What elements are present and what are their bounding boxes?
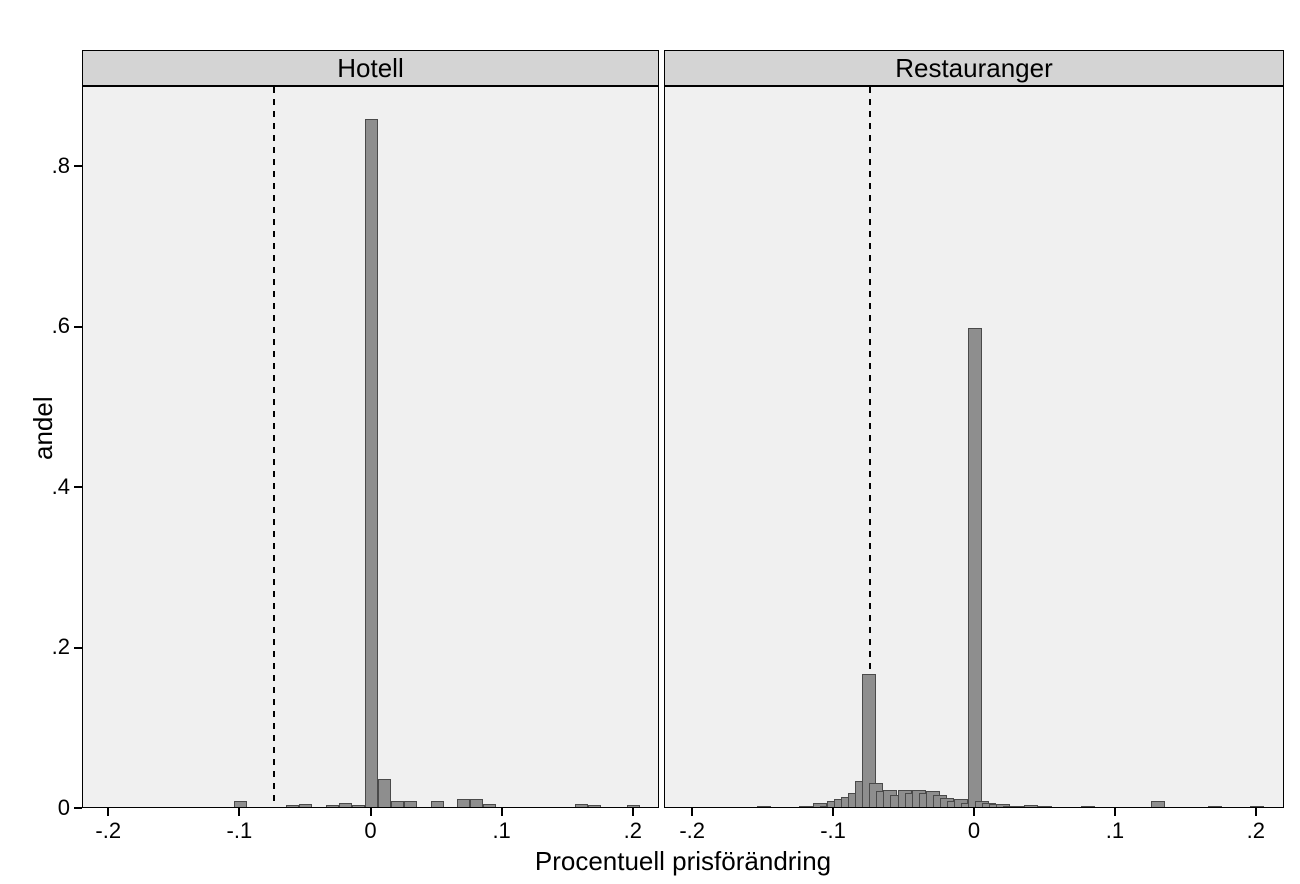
x-tick-mark	[832, 808, 834, 816]
histogram-bar	[483, 804, 496, 807]
x-tick-label: -.2	[78, 818, 138, 844]
panel-title: Restauranger	[895, 53, 1053, 84]
y-tick-label: .8	[20, 153, 70, 179]
x-tick-label: 0	[341, 818, 401, 844]
y-tick-label: .6	[20, 313, 70, 339]
histogram-bar	[431, 801, 444, 807]
x-tick-mark	[238, 808, 240, 816]
y-tick-mark	[74, 165, 82, 167]
histogram-bar	[391, 801, 404, 807]
histogram-bar	[1208, 806, 1222, 807]
histogram-bar	[299, 804, 312, 807]
x-tick-label: -.1	[803, 818, 863, 844]
reference-line	[273, 87, 275, 807]
y-tick-mark	[74, 807, 82, 809]
panel-title: Hotell	[337, 53, 403, 84]
x-tick-label: 0	[944, 818, 1004, 844]
histogram-bar	[339, 803, 352, 807]
x-tick-mark	[1255, 808, 1257, 816]
histogram-bar	[1038, 806, 1052, 807]
x-axis-label: Procentuell prisförändring	[82, 846, 1284, 877]
y-tick-label: .4	[20, 474, 70, 500]
histogram-bar	[575, 804, 588, 807]
figure-root: andel Procentuell prisförändring Hotell …	[0, 0, 1300, 884]
x-tick-mark	[691, 808, 693, 816]
histogram-bar	[627, 805, 640, 807]
histogram-bar	[457, 799, 470, 807]
histogram-bar	[352, 805, 365, 807]
x-tick-label: -.2	[662, 818, 722, 844]
histogram-bar	[234, 801, 247, 807]
x-tick-mark	[370, 808, 372, 816]
y-tick-label: 0	[20, 795, 70, 821]
x-tick-mark	[1114, 808, 1116, 816]
y-tick-mark	[74, 486, 82, 488]
y-tick-mark	[74, 326, 82, 328]
x-tick-label: .1	[472, 818, 532, 844]
panel-header-hotell: Hotell	[82, 50, 659, 86]
y-tick-label: .2	[20, 634, 70, 660]
histogram-bar	[470, 799, 483, 807]
histogram-bar	[1250, 806, 1264, 807]
histogram-bar	[1081, 806, 1095, 807]
histogram-bar	[365, 119, 378, 807]
plot-area-hotell	[83, 87, 658, 807]
histogram-bar	[378, 779, 391, 808]
histogram-bar	[588, 805, 601, 807]
y-tick-mark	[74, 647, 82, 649]
histogram-bar	[404, 801, 417, 807]
x-tick-label: -.1	[209, 818, 269, 844]
histogram-bar	[1151, 801, 1165, 807]
histogram-bar	[968, 328, 982, 807]
histogram-bar	[1010, 806, 1024, 807]
x-tick-mark	[632, 808, 634, 816]
x-tick-label: .2	[603, 818, 663, 844]
y-axis-label: andel	[28, 396, 59, 460]
panel-restauranger	[664, 86, 1284, 808]
x-tick-label: .2	[1226, 818, 1286, 844]
histogram-bar	[326, 805, 339, 807]
histogram-bar	[799, 806, 813, 807]
x-tick-mark	[973, 808, 975, 816]
histogram-bar	[1024, 805, 1038, 807]
histogram-bar	[757, 806, 771, 807]
x-tick-mark	[107, 808, 109, 816]
panel-header-restauranger: Restauranger	[664, 50, 1284, 86]
plot-area-restauranger	[665, 87, 1283, 807]
panel-hotell	[82, 86, 659, 808]
x-tick-mark	[501, 808, 503, 816]
histogram-bar	[286, 805, 299, 807]
x-tick-label: .1	[1085, 818, 1145, 844]
